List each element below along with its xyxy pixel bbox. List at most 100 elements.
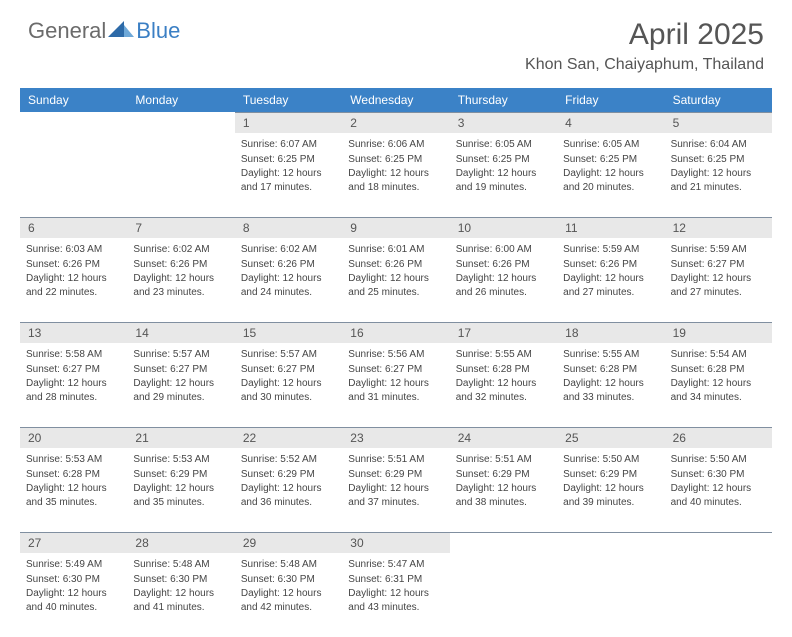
title-block: April 2025 Khon San, Chaiyaphum, Thailan… [525, 18, 764, 74]
sunset-line: Sunset: 6:31 PM [348, 573, 443, 587]
sunrise-line: Sunrise: 5:58 AM [26, 348, 121, 362]
sunrise-line: Sunrise: 5:50 AM [563, 453, 658, 467]
day-number-row: 12345 [20, 112, 772, 133]
daylight-line: Daylight: 12 hours and 23 minutes. [133, 272, 228, 299]
day-cell: Sunrise: 6:07 AMSunset: 6:25 PMDaylight:… [235, 133, 342, 217]
day-number: 16 [342, 322, 449, 343]
day-number: 3 [450, 112, 557, 133]
sunset-line: Sunset: 6:26 PM [456, 258, 551, 272]
sunset-line: Sunset: 6:26 PM [563, 258, 658, 272]
daylight-line: Daylight: 12 hours and 33 minutes. [563, 377, 658, 404]
day-cell: Sunrise: 6:02 AMSunset: 6:26 PMDaylight:… [127, 238, 234, 322]
day-cell: Sunrise: 6:03 AMSunset: 6:26 PMDaylight:… [20, 238, 127, 322]
sunset-line: Sunset: 6:30 PM [133, 573, 228, 587]
day-info-row: Sunrise: 5:49 AMSunset: 6:30 PMDaylight:… [20, 553, 772, 637]
daylight-line: Daylight: 12 hours and 35 minutes. [26, 482, 121, 509]
day-cell: Sunrise: 5:59 AMSunset: 6:26 PMDaylight:… [557, 238, 664, 322]
daylight-line: Daylight: 12 hours and 36 minutes. [241, 482, 336, 509]
day-number: 20 [20, 427, 127, 448]
logo: General Blue [28, 18, 180, 44]
sunset-line: Sunset: 6:25 PM [563, 153, 658, 167]
sunset-line: Sunset: 6:27 PM [241, 363, 336, 377]
day-cell: Sunrise: 5:54 AMSunset: 6:28 PMDaylight:… [665, 343, 772, 427]
sunrise-line: Sunrise: 6:06 AM [348, 138, 443, 152]
day-number-row: 13141516171819 [20, 322, 772, 343]
daylight-line: Daylight: 12 hours and 26 minutes. [456, 272, 551, 299]
daylight-line: Daylight: 12 hours and 20 minutes. [563, 167, 658, 194]
day-number: 8 [235, 217, 342, 238]
sunrise-line: Sunrise: 6:04 AM [671, 138, 766, 152]
day-cell: Sunrise: 5:55 AMSunset: 6:28 PMDaylight:… [557, 343, 664, 427]
sunset-line: Sunset: 6:28 PM [456, 363, 551, 377]
logo-text-general: General [28, 18, 106, 44]
sunrise-line: Sunrise: 5:47 AM [348, 558, 443, 572]
daylight-line: Daylight: 12 hours and 31 minutes. [348, 377, 443, 404]
day-cell: Sunrise: 5:48 AMSunset: 6:30 PMDaylight:… [235, 553, 342, 637]
daylight-line: Daylight: 12 hours and 22 minutes. [26, 272, 121, 299]
weekday-saturday: Saturday [665, 88, 772, 112]
sunrise-line: Sunrise: 6:07 AM [241, 138, 336, 152]
day-number [665, 532, 772, 553]
weekday-tuesday: Tuesday [235, 88, 342, 112]
daylight-line: Daylight: 12 hours and 35 minutes. [133, 482, 228, 509]
day-cell: Sunrise: 5:49 AMSunset: 6:30 PMDaylight:… [20, 553, 127, 637]
sunrise-line: Sunrise: 5:54 AM [671, 348, 766, 362]
day-number: 27 [20, 532, 127, 553]
sunset-line: Sunset: 6:27 PM [348, 363, 443, 377]
day-info-row: Sunrise: 5:53 AMSunset: 6:28 PMDaylight:… [20, 448, 772, 532]
weeks-container: 12345Sunrise: 6:07 AMSunset: 6:25 PMDayl… [20, 112, 772, 637]
day-cell: Sunrise: 5:52 AMSunset: 6:29 PMDaylight:… [235, 448, 342, 532]
sunrise-line: Sunrise: 6:01 AM [348, 243, 443, 257]
sunrise-line: Sunrise: 6:05 AM [563, 138, 658, 152]
sunset-line: Sunset: 6:30 PM [26, 573, 121, 587]
month-title: April 2025 [525, 18, 764, 52]
sunrise-line: Sunrise: 5:59 AM [563, 243, 658, 257]
day-cell [557, 553, 664, 637]
daylight-line: Daylight: 12 hours and 40 minutes. [671, 482, 766, 509]
sunset-line: Sunset: 6:29 PM [348, 468, 443, 482]
day-number: 25 [557, 427, 664, 448]
day-number: 23 [342, 427, 449, 448]
day-number: 12 [665, 217, 772, 238]
day-number: 26 [665, 427, 772, 448]
sunset-line: Sunset: 6:29 PM [241, 468, 336, 482]
sunset-line: Sunset: 6:25 PM [456, 153, 551, 167]
day-cell: Sunrise: 6:01 AMSunset: 6:26 PMDaylight:… [342, 238, 449, 322]
sunset-line: Sunset: 6:25 PM [241, 153, 336, 167]
sunset-line: Sunset: 6:26 PM [26, 258, 121, 272]
daylight-line: Daylight: 12 hours and 19 minutes. [456, 167, 551, 194]
sunset-line: Sunset: 6:27 PM [671, 258, 766, 272]
sunset-line: Sunset: 6:27 PM [26, 363, 121, 377]
day-number: 13 [20, 322, 127, 343]
sunset-line: Sunset: 6:28 PM [671, 363, 766, 377]
weekday-monday: Monday [127, 88, 234, 112]
sunrise-line: Sunrise: 5:52 AM [241, 453, 336, 467]
header: General Blue April 2025 Khon San, Chaiya… [0, 0, 792, 80]
day-number: 15 [235, 322, 342, 343]
day-cell: Sunrise: 5:53 AMSunset: 6:28 PMDaylight:… [20, 448, 127, 532]
day-cell: Sunrise: 6:05 AMSunset: 6:25 PMDaylight:… [450, 133, 557, 217]
sunrise-line: Sunrise: 5:53 AM [133, 453, 228, 467]
day-number [450, 532, 557, 553]
sunset-line: Sunset: 6:27 PM [133, 363, 228, 377]
day-cell: Sunrise: 6:02 AMSunset: 6:26 PMDaylight:… [235, 238, 342, 322]
daylight-line: Daylight: 12 hours and 21 minutes. [671, 167, 766, 194]
day-number: 22 [235, 427, 342, 448]
sunrise-line: Sunrise: 5:59 AM [671, 243, 766, 257]
daylight-line: Daylight: 12 hours and 39 minutes. [563, 482, 658, 509]
daylight-line: Daylight: 12 hours and 43 minutes. [348, 587, 443, 614]
day-cell: Sunrise: 5:53 AMSunset: 6:29 PMDaylight:… [127, 448, 234, 532]
day-number-row: 27282930 [20, 532, 772, 553]
day-number: 30 [342, 532, 449, 553]
sunrise-line: Sunrise: 6:05 AM [456, 138, 551, 152]
daylight-line: Daylight: 12 hours and 34 minutes. [671, 377, 766, 404]
day-number: 19 [665, 322, 772, 343]
day-number: 11 [557, 217, 664, 238]
sunset-line: Sunset: 6:30 PM [241, 573, 336, 587]
day-number: 4 [557, 112, 664, 133]
weekday-wednesday: Wednesday [342, 88, 449, 112]
sunrise-line: Sunrise: 5:57 AM [133, 348, 228, 362]
day-cell: Sunrise: 5:47 AMSunset: 6:31 PMDaylight:… [342, 553, 449, 637]
day-cell: Sunrise: 5:57 AMSunset: 6:27 PMDaylight:… [127, 343, 234, 427]
day-cell: Sunrise: 5:51 AMSunset: 6:29 PMDaylight:… [342, 448, 449, 532]
